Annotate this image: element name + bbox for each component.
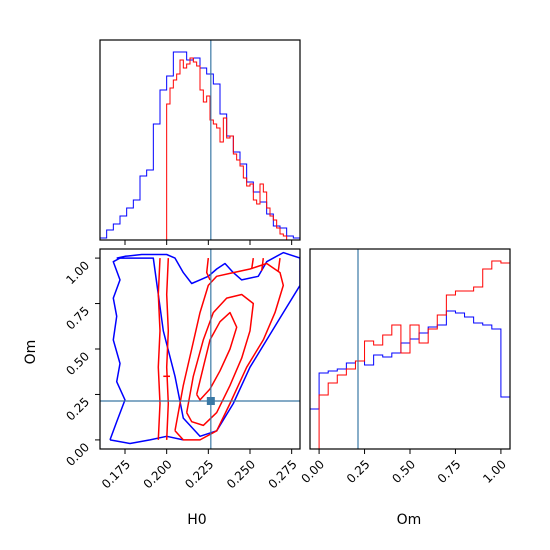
h0-axis-label: H0 [187, 512, 206, 528]
contour-series-2-level-2 [165, 258, 170, 440]
om-tick-label: 0.75 [63, 304, 92, 333]
h0-tick-label: 0.175 [99, 457, 133, 491]
contour-series-2-level-1 [157, 258, 161, 440]
h0-marginal-frame [99, 39, 301, 241]
h0-tick-label: 0.225 [182, 457, 216, 491]
contour-series-1-level-2 [109, 257, 126, 441]
om-histogram-series-2 [310, 260, 511, 450]
h0-tick-label: 0.200 [141, 457, 175, 491]
om-marginal-panel: 0.00 0.25 0.50 0.75 1.00 Om [298, 248, 511, 528]
h0-histogram-series-2 [166, 57, 288, 240]
contour-series-1-level-3 [109, 435, 184, 445]
om-xtick-label: 0.00 [298, 457, 327, 486]
om-tick-label: 0.25 [63, 395, 92, 424]
h0-om-contour-panel: 0.175 0.200 0.225 0.250 0.275 0.00 0.25 0.50 0.7… [23, 248, 301, 528]
om-tick-label: 1.00 [63, 258, 92, 287]
contour-series-2-level-5 [195, 311, 238, 401]
contour-series-2-level-10 [277, 258, 281, 271]
contour-lines [109, 251, 300, 445]
contour-series-1-level-1 [116, 251, 300, 438]
contour-series-2-level-8 [250, 257, 255, 270]
om-xtick-label: 1.00 [480, 457, 509, 486]
om-xaxis-label: Om [397, 512, 422, 528]
contour-frame [99, 248, 301, 450]
om-axis-label: Om [23, 340, 39, 365]
om-xtick-label: 0.75 [435, 457, 464, 486]
contour-series-2-level-9 [260, 258, 265, 271]
om-xtick-label: 0.25 [344, 457, 373, 486]
contour-series-2-level-4 [185, 293, 255, 427]
contour-series-2-level-3 [174, 262, 285, 441]
h0-tick-label: 0.275 [266, 457, 300, 491]
contour-series-2-level-7 [205, 258, 211, 281]
truth-point-marker [206, 397, 215, 405]
om-tick-label: 0.00 [63, 440, 92, 469]
om-xtick-label: 0.50 [389, 457, 418, 486]
om-tick-label: 0.50 [63, 349, 92, 378]
h0-marginal-panel [99, 39, 301, 245]
h0-tick-label: 0.250 [224, 457, 258, 491]
